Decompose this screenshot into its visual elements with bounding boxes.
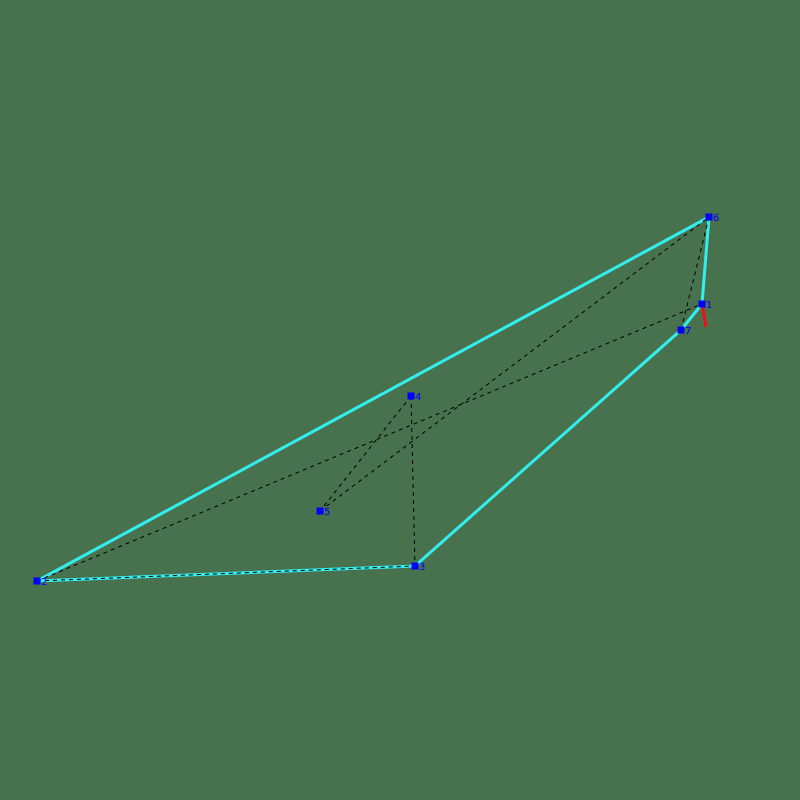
vertex-1: 1 [698, 300, 712, 311]
vertex-label: 6 [713, 213, 719, 224]
hull-edge-7-3 [414, 328, 682, 568]
vertex-marker [316, 507, 324, 515]
dashed-edges [36, 216, 710, 582]
vertex-marker [698, 300, 706, 308]
dashed-edge-4-5 [319, 395, 412, 512]
vertex-label: 3 [419, 562, 425, 573]
vertex-3: 3 [411, 562, 425, 573]
dashed-edge-2-1 [36, 303, 703, 582]
vertex-marker [33, 577, 41, 585]
vertex-label: 1 [706, 300, 712, 311]
vertex-label: 4 [415, 392, 421, 403]
dashed-edge-6-7 [680, 216, 710, 331]
vertex-label: 5 [324, 507, 330, 518]
hull-edge-1-7 [679, 303, 704, 331]
vertex-marker [705, 213, 713, 221]
vertex-label: 2 [41, 577, 47, 588]
vertex-marker [411, 562, 419, 570]
hull-edge-2-6 [36, 215, 710, 583]
vertex-5: 5 [316, 507, 330, 518]
dashed-edge-5-6 [319, 216, 710, 512]
vertex-label: 7 [685, 326, 691, 337]
vertex-7: 7 [677, 326, 691, 337]
red-segment [700, 303, 708, 328]
vertex-marker [677, 326, 685, 334]
hull-edge-6-1 [700, 216, 711, 305]
highlight-segment [700, 303, 708, 328]
vertex-6: 6 [705, 213, 719, 224]
vertex-2: 2 [33, 577, 47, 588]
vertices: 1 2 3 4 5 6 7 [33, 213, 719, 588]
vertex-4: 4 [407, 392, 421, 403]
dashed-edge-2-3 [36, 565, 416, 582]
vertex-marker [407, 392, 415, 400]
